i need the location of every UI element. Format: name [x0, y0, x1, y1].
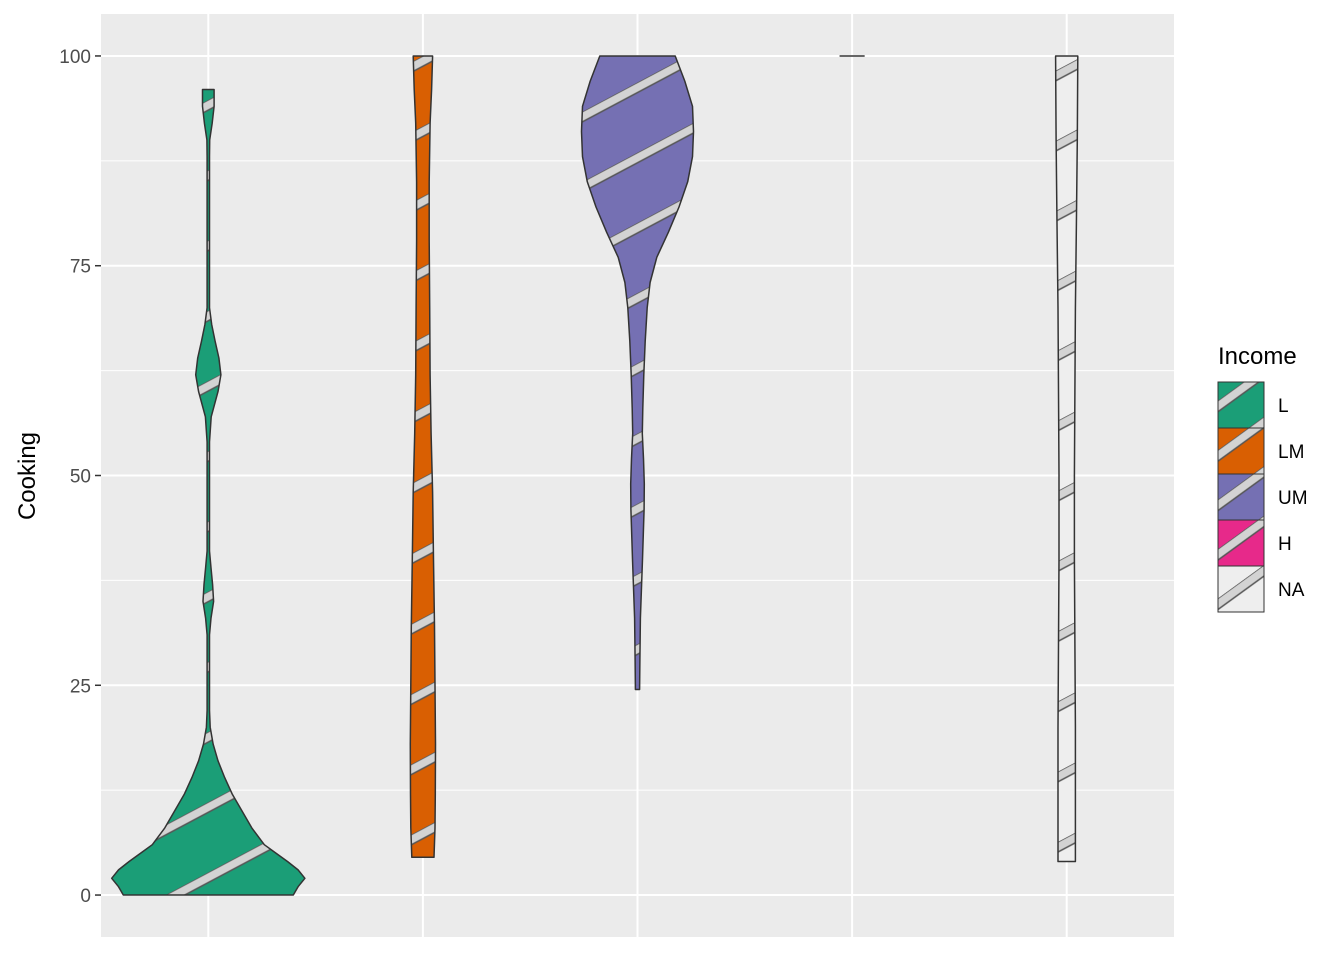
- y-tick-label: 0: [80, 886, 91, 907]
- legend-label-L: L: [1278, 396, 1289, 417]
- violin-NA: [1054, 55, 1079, 863]
- violin-LM: [409, 55, 437, 859]
- violins: [110, 55, 1079, 896]
- y-tick-label: 25: [70, 676, 91, 697]
- legend-label-LM: LM: [1278, 442, 1304, 463]
- legend-label-NA: NA: [1278, 580, 1305, 601]
- legend-label-UM: UM: [1278, 488, 1308, 509]
- legend: Income L LM UM H NA: [1217, 343, 1308, 613]
- legend-title: Income: [1218, 343, 1297, 370]
- legend-key-UM: [1217, 473, 1265, 521]
- y-axis: 0 25 50 75 100: [59, 47, 101, 907]
- legend-key-H: [1217, 519, 1265, 567]
- violin-L: [110, 88, 306, 896]
- y-tick-label: 75: [70, 257, 91, 278]
- y-tick-label: 100: [59, 47, 91, 68]
- y-tick-label: 50: [70, 467, 91, 488]
- legend-key-LM: [1217, 427, 1265, 475]
- y-axis-title: Cooking: [14, 432, 41, 520]
- legend-key-L: [1217, 381, 1265, 429]
- violin-UM: [580, 55, 695, 691]
- legend-label-H: H: [1278, 534, 1292, 555]
- legend-key-NA: [1217, 565, 1265, 613]
